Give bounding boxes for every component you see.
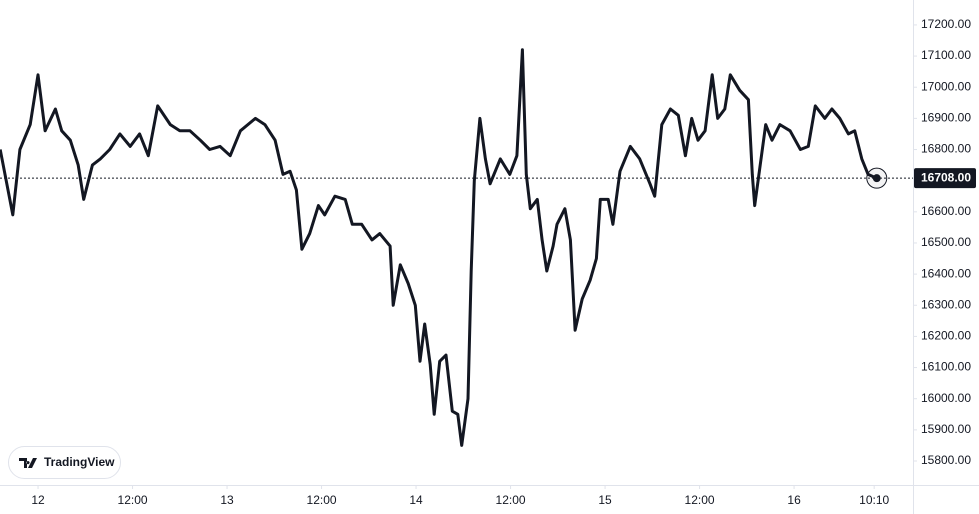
- x-tick-label: 12:00: [685, 493, 715, 507]
- y-tick-label: 16600.00: [921, 204, 971, 218]
- y-tick-label: 16900.00: [921, 111, 971, 125]
- y-tick-label: 16800.00: [921, 142, 971, 156]
- watermark-badge[interactable]: TradingView: [8, 446, 121, 479]
- price-line: [0, 48, 878, 447]
- y-tick-label: 15900.00: [921, 422, 971, 436]
- y-tick-label: 17200.00: [921, 17, 971, 31]
- y-tick-label: 16100.00: [921, 360, 971, 374]
- y-tick-label: 16300.00: [921, 297, 971, 311]
- watermark-text: TradingView: [44, 455, 115, 469]
- x-tick-label: 12:00: [118, 493, 148, 507]
- y-tick-label: 17100.00: [921, 48, 971, 62]
- logo-icon: [19, 458, 37, 468]
- x-tick-label: 12: [31, 493, 45, 507]
- y-tick-label: 15800.00: [921, 453, 971, 467]
- x-tick-label: 13: [220, 493, 234, 507]
- x-tick-label: 12:00: [496, 493, 526, 507]
- x-tick-label: 10:10: [859, 493, 889, 507]
- x-tick-label: 16: [787, 493, 801, 507]
- y-tick-label: 16500.00: [921, 235, 971, 249]
- current-price-box: [914, 168, 976, 189]
- y-tick-label: 16200.00: [921, 329, 971, 343]
- x-tick-label: 15: [598, 493, 612, 507]
- y-tick-label: 17000.00: [921, 79, 971, 93]
- last-point: [872, 174, 881, 183]
- badge-frame: [8, 446, 121, 479]
- current-price-label: 16708.00: [921, 170, 971, 184]
- y-tick-label: 16000.00: [921, 391, 971, 405]
- x-tick-label: 12:00: [307, 493, 337, 507]
- y-tick-label: 16400.00: [921, 266, 971, 280]
- x-tick-label: 14: [409, 493, 423, 507]
